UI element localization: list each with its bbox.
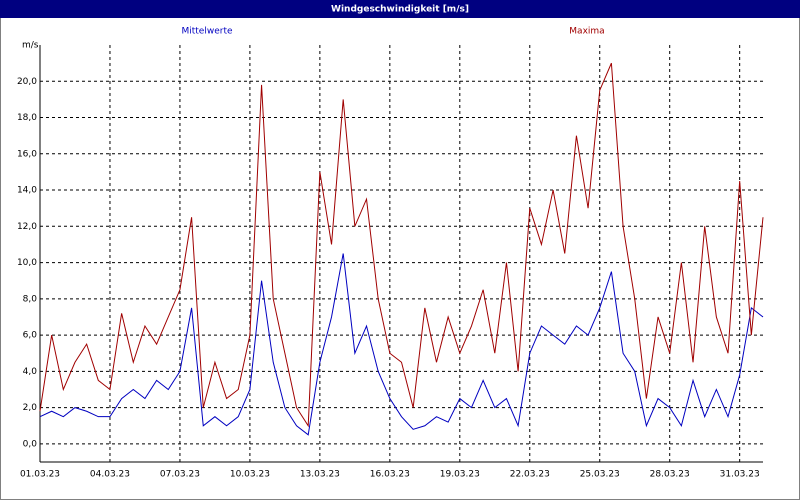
x-tick-label: 28.03.23 — [650, 470, 690, 480]
x-tick-label: 10.03.23 — [230, 470, 270, 480]
x-tick-label: 04.03.23 — [90, 470, 130, 480]
data-line — [39, 253, 764, 436]
y-tick-label: 0,0 — [23, 439, 38, 449]
x-tick-label: 22.03.23 — [510, 470, 550, 480]
y-tick-label: 10,0 — [17, 258, 37, 268]
y-tick-label: 14,0 — [17, 186, 37, 196]
x-tick-label: 31.03.23 — [720, 470, 760, 480]
y-tick-label: 6,0 — [23, 331, 38, 341]
x-tick-label: 19.03.23 — [440, 470, 480, 480]
y-axis-label: m/s — [22, 41, 39, 51]
y-tick-label: 12,0 — [17, 222, 37, 232]
y-tick-label: 4,0 — [23, 367, 38, 377]
y-tick-label: 18,0 — [17, 113, 37, 123]
x-tick-label: 01.03.23 — [20, 470, 60, 480]
y-tick-label: 8,0 — [23, 294, 38, 304]
legend-label: Mittelwerte — [181, 27, 232, 37]
chart-title: Windgeschwindigkeit [m/s] — [331, 5, 469, 15]
title-bar — [0, 0, 800, 18]
x-tick-label: 07.03.23 — [160, 470, 200, 480]
x-tick-label: 25.03.23 — [580, 470, 620, 480]
legend-label: Maxima — [569, 27, 604, 37]
y-tick-label: 2,0 — [23, 403, 38, 413]
x-tick-label: 16.03.23 — [370, 470, 410, 480]
y-tick-label: 20,0 — [17, 77, 37, 87]
data-line — [39, 62, 764, 428]
x-tick-label: 13.03.23 — [300, 470, 340, 480]
y-tick-label: 16,0 — [17, 149, 37, 159]
